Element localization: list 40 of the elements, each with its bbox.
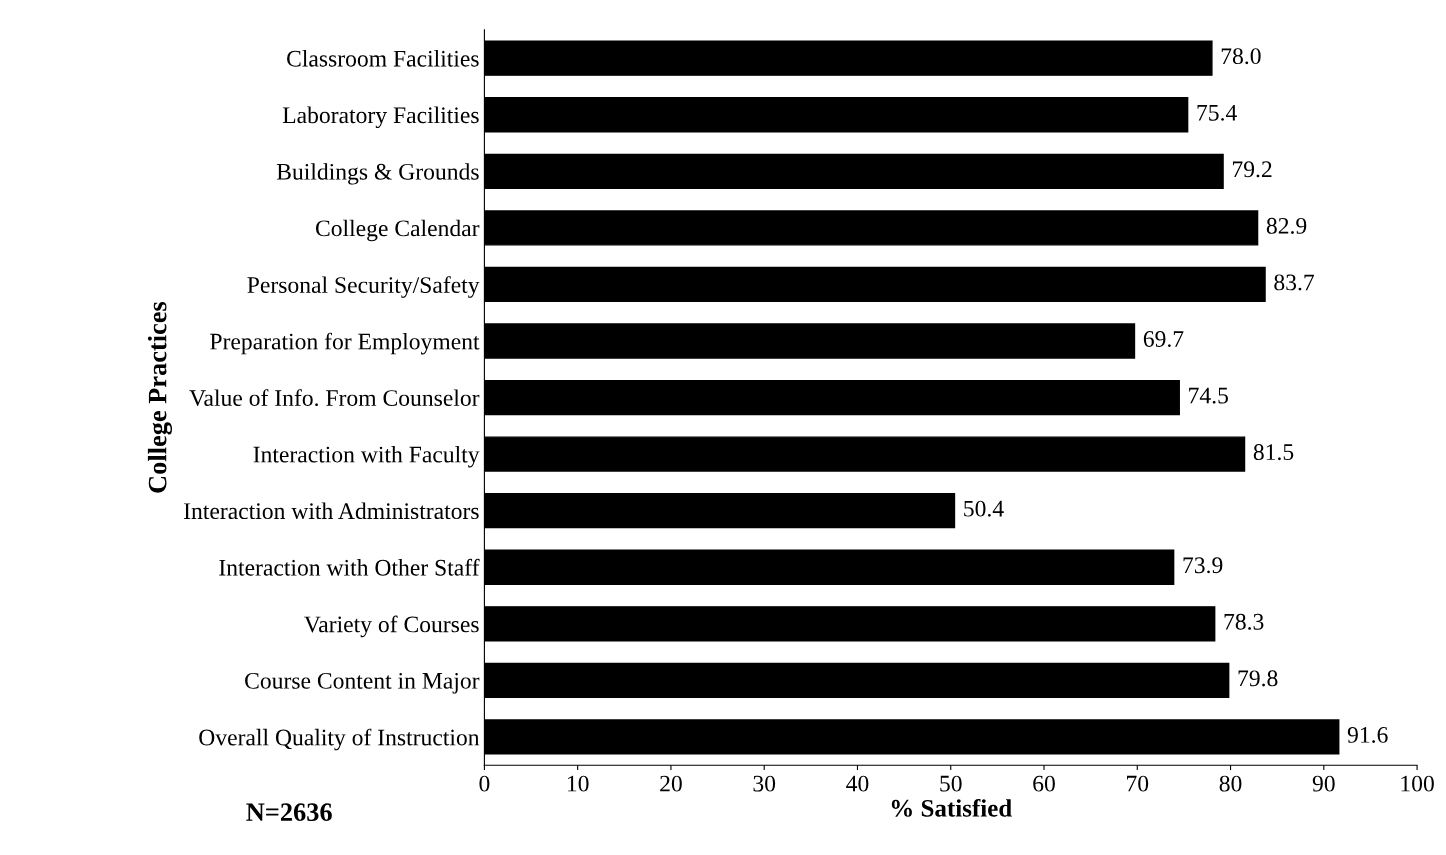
y-tick-label: Overall Quality of Instruction bbox=[199, 728, 480, 751]
data-label: 78.3 bbox=[1224, 613, 1264, 630]
data-label: 81.5 bbox=[1253, 444, 1294, 461]
data-label: 69.7 bbox=[1143, 331, 1184, 348]
y-tick-label: Interaction with Administrators bbox=[184, 502, 479, 520]
y-tick-label: Course Content in Major bbox=[245, 672, 480, 694]
y-tick-label: Interaction with Other Staff bbox=[219, 558, 480, 576]
data-label: 75.4 bbox=[1197, 104, 1237, 121]
data-label: 83.7 bbox=[1274, 274, 1315, 291]
x-tick-label: 10 bbox=[567, 775, 589, 792]
data-label: 91.6 bbox=[1347, 726, 1388, 743]
y-tick-label: Preparation for Employment bbox=[210, 332, 480, 355]
y-axis-title: College Practices bbox=[147, 301, 173, 493]
x-tick-label: 60 bbox=[1033, 775, 1055, 792]
data-label: 79.8 bbox=[1238, 670, 1278, 687]
text: N=2636 bbox=[246, 803, 332, 822]
x-tick-label: 30 bbox=[753, 775, 776, 792]
x-tick-label: 40 bbox=[846, 775, 869, 792]
y-tick-label: Variety of Courses bbox=[304, 615, 479, 638]
y-tick-label: College Calendar bbox=[315, 219, 480, 242]
y-tick-label: Personal Security/Safety bbox=[247, 276, 480, 298]
y-tick-label: Buildings & Grounds bbox=[276, 163, 479, 185]
y-tick-label: Classroom Facilities bbox=[287, 50, 479, 67]
data-label: 78.0 bbox=[1221, 48, 1261, 65]
data-label: 73.9 bbox=[1183, 557, 1223, 574]
x-tick-label: 70 bbox=[1127, 775, 1149, 792]
x-tick-label: 80 bbox=[1219, 775, 1242, 792]
x-tick-label: 90 bbox=[1312, 775, 1335, 792]
data-label: 82.9 bbox=[1266, 217, 1307, 234]
x-tick-label: 50 bbox=[940, 775, 962, 792]
y-tick-label: Interaction with Faculty bbox=[253, 445, 480, 468]
data-label: 79.2 bbox=[1232, 161, 1272, 178]
y-tick-label: Value of Info. From Counselor bbox=[189, 389, 480, 407]
y-tick-label: Laboratory Facilities bbox=[282, 106, 479, 129]
x-tick-label: 0 bbox=[479, 775, 490, 792]
x-tick-label: 100 bbox=[1401, 775, 1434, 792]
x-axis-title: % Satisfied bbox=[891, 798, 1012, 817]
data-label: 74.5 bbox=[1189, 387, 1228, 404]
x-tick-label: 20 bbox=[660, 775, 682, 792]
data-label: 50.4 bbox=[964, 500, 1004, 517]
